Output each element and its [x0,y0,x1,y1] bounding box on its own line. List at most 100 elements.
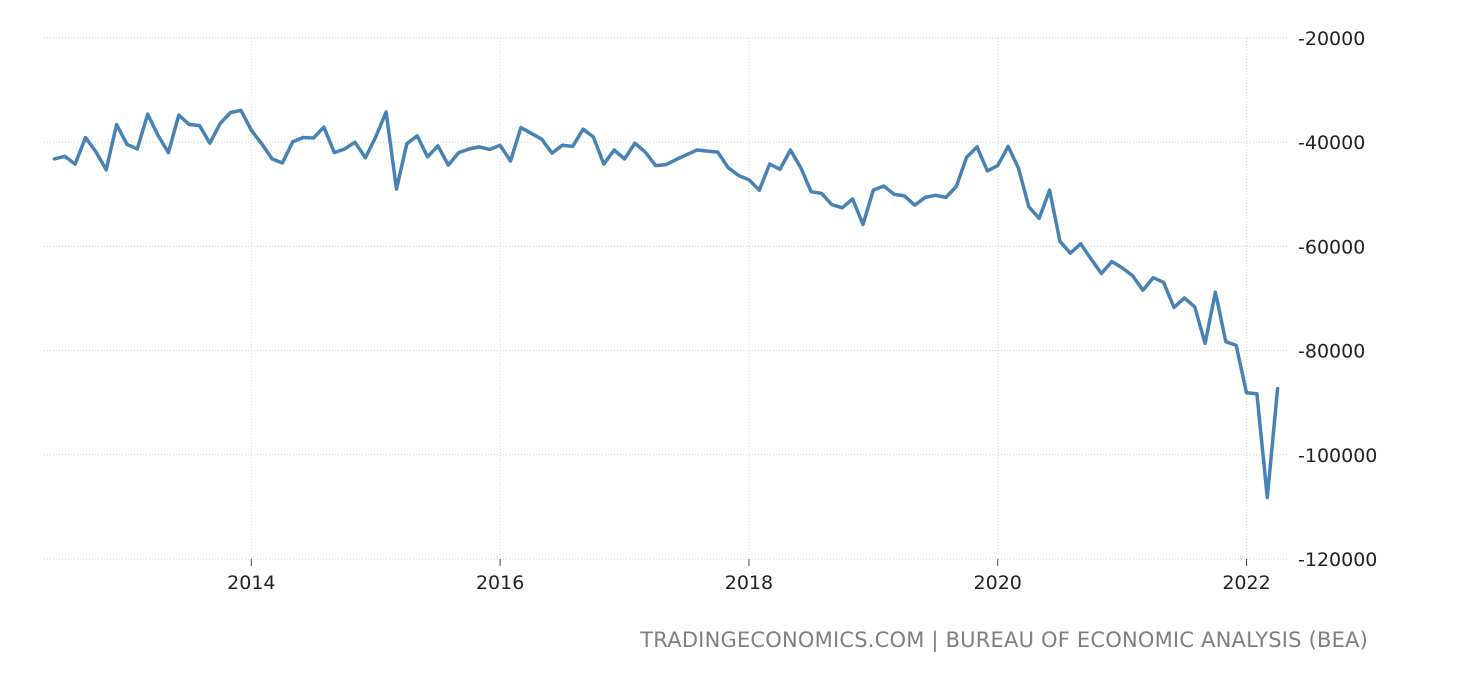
data-point [426,155,429,158]
data-point [374,136,377,139]
y-tick-label: -40000 [1298,132,1365,154]
data-point [312,137,315,140]
data-point [478,145,481,148]
data-point [540,138,543,141]
data-point [74,163,77,166]
data-point [157,134,160,137]
data-point [1027,205,1030,208]
x-tick-label: 2022 [1222,572,1270,594]
data-point [799,166,802,169]
data-point [965,156,968,159]
x-tick-label: 2018 [725,572,773,594]
data-point [768,163,771,166]
data-point [779,168,782,171]
axis-ticks: -20000 -40000 -60000 -80000 -100000 -120000 20… [227,28,1377,594]
data-point [1193,305,1196,308]
data-point [125,143,128,146]
data-point [1162,281,1165,284]
data-point [675,158,678,161]
data-point [706,150,709,153]
series-layer [52,108,1280,500]
data-point [1090,257,1093,260]
data-point [322,126,325,129]
data-point [571,145,574,148]
data-point [436,144,439,147]
data-point [1007,145,1010,148]
data-point [177,114,180,117]
data-point [354,141,357,144]
data-point [727,166,730,169]
data-point [665,163,668,166]
series-line [52,108,1280,500]
data-point [1058,240,1061,243]
data-point [685,153,688,156]
data-point [167,151,170,154]
data-point [53,157,56,160]
data-point [551,152,554,155]
data-point [302,136,305,139]
data-point [602,163,605,166]
data-point [996,164,999,167]
data-point [810,190,813,193]
data-point [219,122,222,125]
data-point [582,128,585,131]
data-point [94,150,97,153]
data-point [364,156,367,159]
data-point [1121,266,1124,269]
data-point [913,204,916,207]
data-point [333,151,336,154]
data-point [934,194,937,197]
data-point [1204,342,1207,345]
data-point [747,178,750,181]
data-point [468,148,471,151]
data-point [955,185,958,188]
data-point [509,160,512,163]
data-point [136,148,139,151]
data-point [1069,252,1072,255]
data-point [1048,189,1051,192]
data-point [188,123,191,126]
data-point [115,123,118,126]
data-point [1110,260,1113,263]
data-point [198,124,201,127]
data-point [416,134,419,137]
data-point [1152,276,1155,279]
data-point [395,188,398,191]
data-point [457,151,460,154]
data-point [1131,274,1134,277]
data-point [1276,387,1279,390]
data-point [737,174,740,177]
source-attribution: TRADINGECONOMICS.COM | BUREAU OF ECONOMI… [640,628,1368,652]
data-point [976,145,979,148]
data-point [343,148,346,151]
x-tick-label: 2020 [974,572,1022,594]
data-point [291,140,294,143]
data-point [250,129,253,132]
data-point [260,142,263,145]
data-point [519,126,522,129]
data-point [830,203,833,206]
data-point [924,196,927,199]
data-point [592,136,595,139]
data-point [1100,272,1103,275]
data-point [758,189,761,192]
data-point [208,142,211,145]
data-point [1245,391,1248,394]
data-point [1079,242,1082,245]
data-point [561,144,564,147]
data-point [1183,297,1186,300]
line-chart: -20000 -40000 -60000 -80000 -100000 -120000 20… [44,28,1377,594]
data-point [613,149,616,152]
y-tick-label: -100000 [1298,445,1377,467]
data-point [146,113,149,116]
data-point [1214,291,1217,294]
data-point [654,164,657,167]
data-point [893,193,896,196]
data-point [841,206,844,209]
data-point [84,136,87,139]
data-point [530,132,533,135]
data-point [944,196,947,199]
y-tick-label: -20000 [1298,28,1365,50]
x-tick-label: 2016 [476,572,524,594]
data-point [872,189,875,192]
